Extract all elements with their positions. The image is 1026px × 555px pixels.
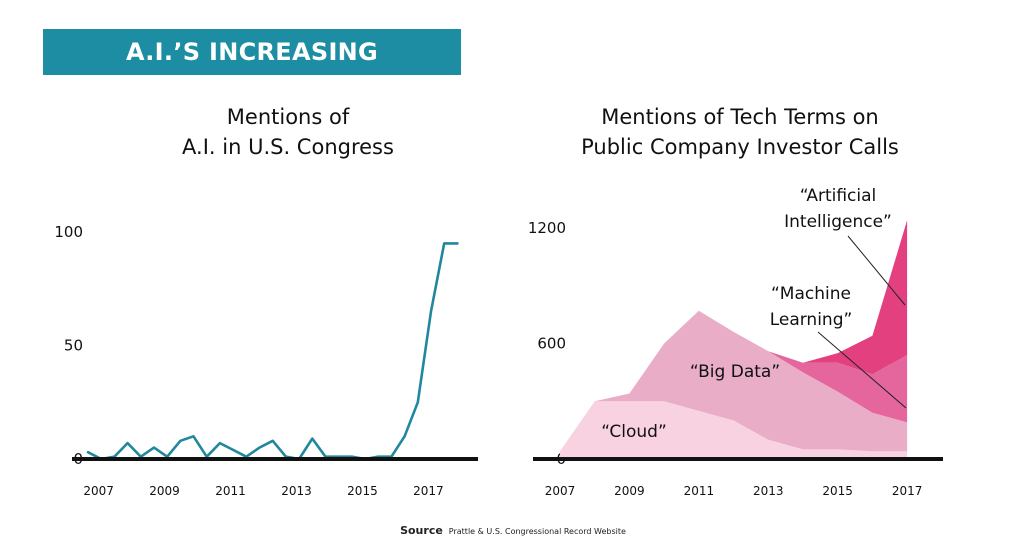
left-x-tick-label: 2009 (149, 484, 180, 498)
ai-label-line2: Intelligence” (784, 212, 892, 232)
source-note: Source Prattle & U.S. Congressional Recor… (0, 524, 1026, 537)
right-chart-title-line2: Public Company Investor Calls (581, 135, 899, 159)
left-x-tick-label: 2017 (413, 484, 444, 498)
left-y-tick-label: 100 (54, 223, 83, 241)
banner-title: A.I.’S INCREASING POPULARITY (43, 29, 461, 112)
right-x-tick-label: 2011 (684, 484, 715, 498)
right-x-tick-label: 2009 (614, 484, 645, 498)
machine-learning-leader-line (817, 331, 907, 409)
source-label: Source (400, 524, 443, 537)
right-y-tick-label: 600 (537, 335, 566, 353)
left-chart-title: Mentions of A.I. in U.S. Congress (118, 102, 458, 162)
machine-learning-area (560, 310, 908, 452)
right-chart-title-line1: Mentions of Tech Terms on (601, 105, 879, 129)
machine-learning-label-line1: “Machine (771, 284, 851, 304)
left-chart-title-line2: A.I. in U.S. Congress (182, 135, 394, 159)
left-x-tick-label: 2013 (281, 484, 312, 498)
right-y-tick-label: 1200 (528, 219, 566, 237)
source-text: Prattle & U.S. Congressional Record Webs… (448, 527, 626, 536)
left-x-tick-label: 2007 (83, 484, 114, 498)
left-x-tick-label: 2015 (347, 484, 378, 498)
right-x-tick-label: 2007 (545, 484, 576, 498)
right-x-tick-label: 2017 (892, 484, 923, 498)
left-chart-title-line1: Mentions of (226, 105, 350, 129)
cloud-area (560, 401, 908, 459)
right-chart-title: Mentions of Tech Terms on Public Company… (560, 102, 920, 162)
big-data-area (560, 310, 908, 452)
left-x-tick-label: 2011 (215, 484, 246, 498)
ai-mentions-line (86, 242, 459, 461)
machine-learning-label-line2: Learning” (770, 310, 853, 330)
big-data-label: “Big Data” (690, 362, 780, 382)
left-y-tick-label: 50 (64, 337, 83, 355)
ai-label-line1: “Artificial (800, 186, 877, 206)
right-x-tick-label: 2013 (753, 484, 784, 498)
ai-leader-line (847, 235, 906, 306)
right-x-tick-label: 2015 (822, 484, 853, 498)
cloud-label: “Cloud” (601, 422, 667, 442)
